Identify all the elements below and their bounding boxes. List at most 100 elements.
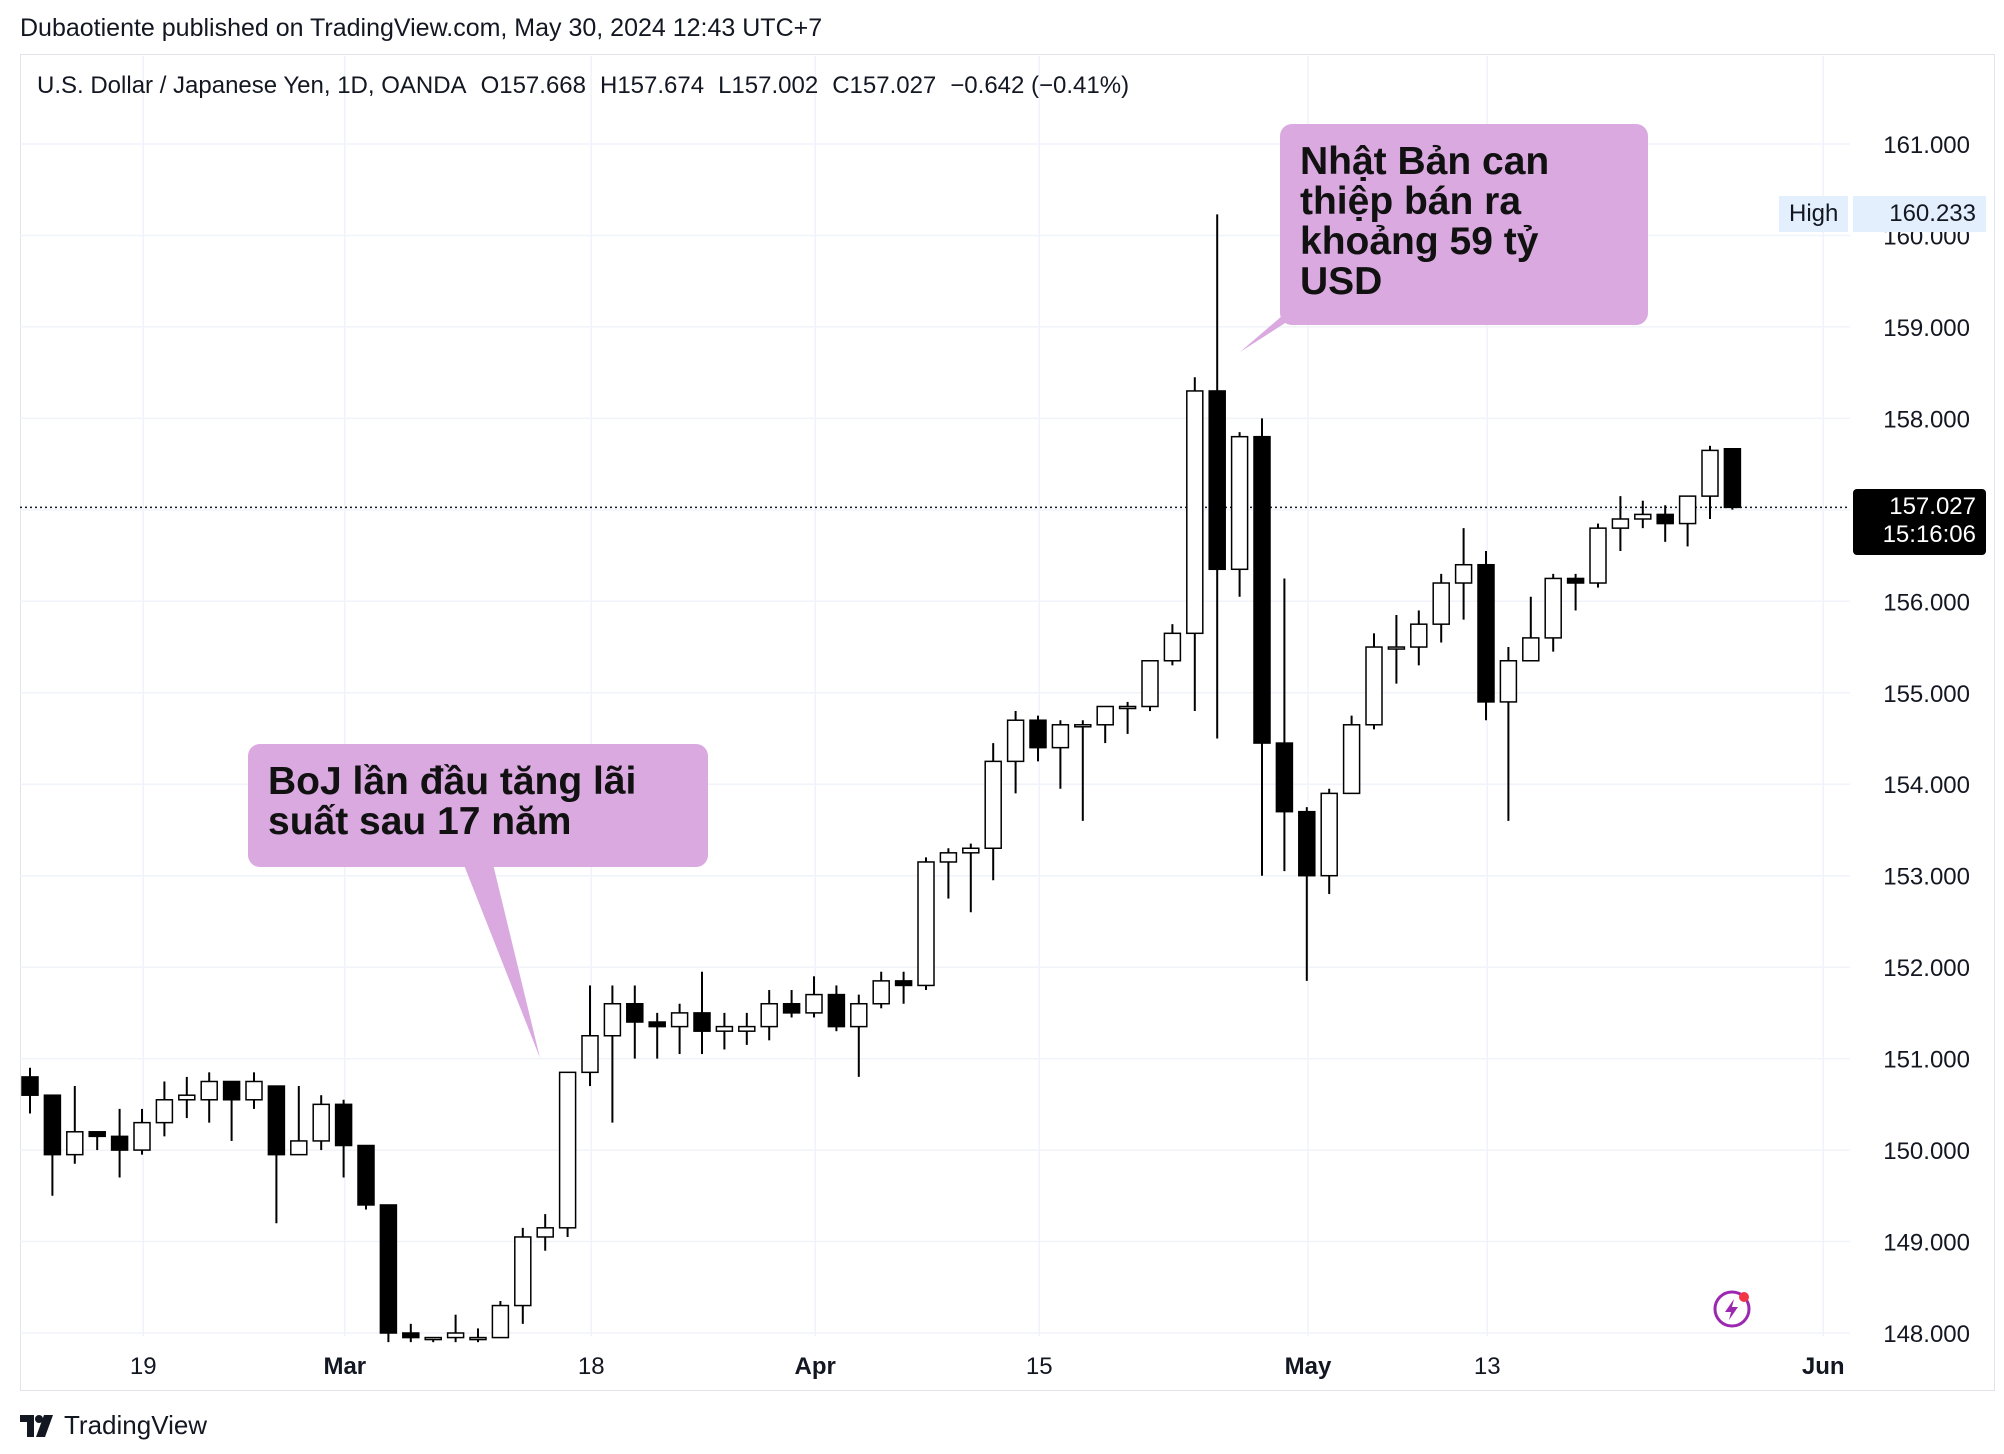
tradingview-logo-icon	[20, 1414, 53, 1437]
candle-body	[1432, 582, 1450, 625]
candle	[155, 1081, 174, 1137]
candle-body	[1029, 719, 1047, 749]
candle-body	[1051, 724, 1070, 749]
candle	[1544, 573, 1562, 652]
x-tick-label: 19	[130, 1353, 157, 1380]
candle	[469, 1328, 487, 1343]
candle	[1410, 610, 1428, 666]
footer: TradingView	[20, 1410, 207, 1441]
candle	[670, 1003, 689, 1055]
candle	[1477, 551, 1495, 721]
candle-body	[984, 760, 1002, 850]
candle-body	[290, 1140, 308, 1156]
candle-body	[693, 1012, 711, 1032]
candle-body	[872, 980, 890, 1005]
candle-body	[469, 1336, 487, 1341]
y-tick-label: 154.000	[1883, 772, 1970, 799]
x-tick-label: May	[1285, 1353, 1332, 1380]
candle-body	[133, 1121, 151, 1151]
candle-body	[603, 1002, 622, 1037]
candle	[1678, 495, 1697, 547]
candle-body	[514, 1236, 532, 1307]
candle	[1656, 505, 1674, 542]
y-tick-label: 156.000	[1883, 589, 1970, 616]
candle-body	[88, 1131, 106, 1138]
candle-body	[760, 1002, 778, 1028]
lightning-bolt-icon[interactable]	[1710, 1287, 1754, 1331]
candle-body	[1141, 660, 1159, 708]
y-tick-label: 158.000	[1883, 406, 1970, 433]
candle	[43, 1094, 62, 1196]
candle-body	[402, 1332, 420, 1339]
candle-body	[1074, 724, 1092, 728]
boj-callout: BoJ lần đầu tăng lãi suất sau 17 năm	[248, 744, 708, 867]
candle	[648, 1012, 666, 1059]
candle	[514, 1227, 532, 1324]
candle-body	[670, 1012, 689, 1028]
candle-body	[894, 980, 913, 987]
candle	[1432, 573, 1450, 643]
candle	[334, 1099, 353, 1178]
y-tick-label: 153.000	[1883, 864, 1970, 891]
candle-body	[1678, 495, 1697, 525]
x-tick-label: Mar	[323, 1353, 366, 1380]
candle-body	[178, 1094, 196, 1101]
candle-body	[715, 1025, 734, 1032]
candle-body	[850, 1002, 868, 1028]
candle	[1253, 418, 1271, 876]
candles	[21, 214, 1742, 1343]
candle-body	[962, 847, 980, 854]
candle-body	[1230, 435, 1249, 571]
candle	[222, 1080, 241, 1141]
candle	[1499, 647, 1518, 821]
candle-body	[1320, 792, 1338, 877]
candle-body	[1723, 447, 1742, 509]
candle-body	[1006, 719, 1025, 763]
candle	[1589, 523, 1607, 588]
candle	[738, 1012, 756, 1045]
y-tick-label: 152.000	[1883, 955, 1970, 982]
candle-body	[1522, 637, 1540, 662]
x-tick-label: Jun	[1802, 1353, 1845, 1380]
x-tick-label: Apr	[795, 1353, 836, 1380]
candle	[1701, 445, 1719, 519]
y-tick-label: 150.000	[1883, 1138, 1970, 1165]
candle	[1230, 432, 1249, 597]
legend-open: O157.668	[480, 72, 586, 99]
y-tick-label: 151.000	[1883, 1047, 1970, 1074]
candle	[872, 971, 890, 1009]
candle	[760, 990, 778, 1041]
candle	[1163, 624, 1182, 666]
candle-body	[267, 1085, 286, 1156]
candle	[1186, 377, 1204, 712]
candle	[245, 1072, 263, 1109]
candle	[984, 743, 1002, 881]
legend-high: H157.674	[599, 72, 705, 99]
candle-body	[1186, 390, 1204, 635]
candle-body	[1566, 577, 1585, 584]
candle-body	[648, 1021, 666, 1028]
candle-body	[312, 1103, 330, 1142]
candle	[491, 1300, 510, 1339]
candle	[1723, 447, 1742, 510]
candle-body	[1342, 724, 1361, 795]
y-tick-label: 149.000	[1883, 1230, 1970, 1257]
candle	[603, 985, 622, 1123]
candle	[805, 976, 823, 1018]
candle-body	[357, 1144, 375, 1206]
candle	[1074, 720, 1092, 821]
candle-body	[222, 1080, 241, 1101]
candle	[1387, 615, 1406, 684]
candle-body	[446, 1332, 465, 1339]
candle	[715, 1012, 734, 1050]
legend-change: −0.642 (−0.41%)	[950, 72, 1130, 99]
candle-body	[1701, 449, 1719, 497]
candle-body	[43, 1094, 62, 1156]
legend-low: L157.002	[718, 72, 819, 99]
candle-body	[155, 1099, 174, 1124]
boj-callout-pointer	[462, 860, 540, 1058]
candle-body	[1298, 810, 1316, 877]
candle	[850, 994, 868, 1077]
legend-symbol: U.S. Dollar / Japanese Yen, 1D, OANDA	[37, 72, 467, 99]
